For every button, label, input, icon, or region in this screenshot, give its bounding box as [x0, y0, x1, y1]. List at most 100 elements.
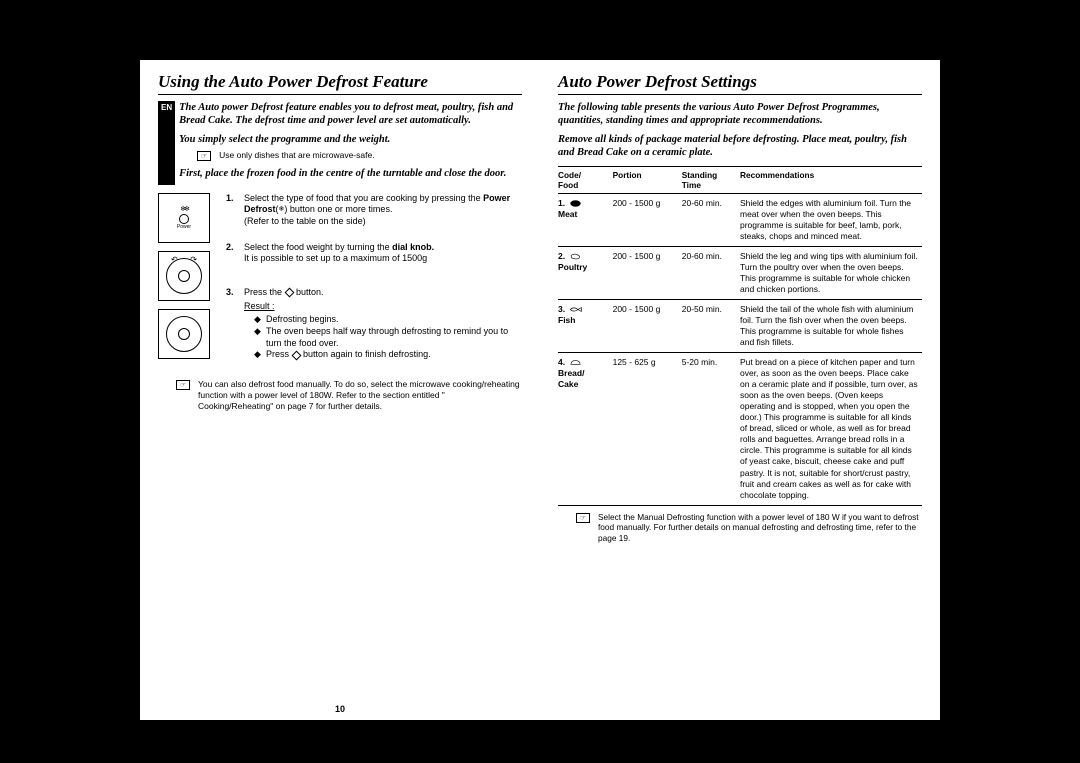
language-badge: EN [158, 101, 175, 185]
th-standing-1: Standing [682, 170, 718, 180]
table-row: 3. Fish 200 - 1500 g 20-50 min. Shield t… [558, 299, 922, 352]
bullet-3-text: Press button again to finish defrosting. [266, 349, 522, 361]
cell-code: 4. Bread/ Cake [558, 353, 613, 506]
cell-code: 1. Meat [558, 193, 613, 246]
step-2-bold: dial knob. [392, 242, 434, 252]
bullet-icon: ◆ [254, 349, 266, 361]
cell-rec: Shield the leg and wing tips with alumin… [740, 246, 922, 299]
dial-illustration: ↶ ↷ [158, 251, 210, 301]
intro-block: EN The Auto power Defrost feature enable… [158, 101, 522, 185]
row-food: Meat [558, 209, 609, 220]
power-button-illustration: ❄❄ Power [158, 193, 210, 243]
start-diamond-icon [284, 288, 294, 298]
cell-portion: 125 - 625 g [613, 353, 682, 506]
cell-code: 3. Fish [558, 299, 613, 352]
defrost-icon: ❄ [279, 205, 285, 214]
th-code-2: Food [558, 180, 578, 190]
fish-icon [569, 305, 582, 314]
place-line: First, place the frozen food in the cent… [179, 167, 522, 180]
th-rec: Recommendations [740, 166, 922, 193]
th-portion: Portion [613, 166, 682, 193]
left-intro: The Auto power Defrost feature enables y… [179, 101, 522, 127]
step-3-body: Press the button. Result : ◆Defrosting b… [244, 287, 522, 361]
right-column: Auto Power Defrost Settings The followin… [540, 60, 940, 720]
step-1: 1. Select the type of food that you are … [226, 193, 522, 228]
right-title: Auto Power Defrost Settings [558, 72, 922, 92]
table-row: 2. Poultry 200 - 1500 g 20-60 min. Shiel… [558, 246, 922, 299]
caution-icon: ☞ [197, 151, 211, 161]
cell-portion: 200 - 1500 g [613, 246, 682, 299]
row-num: 4. [558, 357, 565, 367]
control-illustrations: ❄❄ Power ↶ ↷ [158, 193, 218, 372]
manual-page: Using the Auto Power Defrost Feature EN … [140, 60, 940, 720]
page-number: 10 [140, 704, 540, 714]
th-standing-2: Time [682, 180, 701, 190]
step-3-text-b: button. [294, 287, 324, 297]
table-row: 4. Bread/ Cake 125 - 625 g 5-20 min. Put… [558, 353, 922, 506]
meat-icon [569, 199, 582, 208]
safe-dishes-text: Use only dishes that are microwave-safe. [219, 150, 374, 161]
th-code-1: Code/ [558, 170, 581, 180]
left-title: Using the Auto Power Defrost Feature [158, 72, 522, 92]
defrost-settings-table: Code/Food Portion StandingTime Recommend… [558, 166, 922, 506]
manual-defrost-note: ☞ You can also defrost food manually. To… [158, 379, 522, 412]
step-number: 3. [226, 287, 244, 361]
bullet-3: ◆Press button again to finish defrosting… [254, 349, 522, 361]
bullet-icon: ◆ [254, 326, 266, 349]
step-list: 1. Select the type of food that you are … [218, 193, 522, 372]
step-2-text-b: It is possible to set up to a maximum of… [244, 253, 427, 263]
bullet-3b: button again to finish defrosting. [301, 349, 431, 359]
cell-standing: 20-60 min. [682, 193, 740, 246]
row-food: Poultry [558, 262, 609, 273]
manual-note-text: You can also defrost food manually. To d… [198, 379, 522, 412]
row-num: 2. [558, 251, 565, 261]
start-diamond-icon [291, 350, 301, 360]
cell-rec: Shield the tail of the whole fish with a… [740, 299, 922, 352]
bullet-1-text: Defrosting begins. [266, 314, 522, 326]
safe-dishes-note: ☞ Use only dishes that are microwave-saf… [179, 150, 522, 161]
step-3: 3. Press the button. Result : ◆Defrostin… [226, 287, 522, 361]
start-dial-illustration [158, 309, 210, 359]
end-note-text: Select the Manual Defrosting function wi… [598, 512, 922, 544]
row-num: 3. [558, 304, 565, 314]
step-1-text-b: (❄) button one or more times. [276, 204, 393, 214]
right-title-rule: Auto Power Defrost Settings [558, 72, 922, 95]
select-line: You simply select the programme and the … [179, 133, 522, 146]
bullet-icon: ◆ [254, 314, 266, 326]
cell-rec: Put bread on a piece of kitchen paper an… [740, 353, 922, 506]
bullet-2: ◆The oven beeps half way through defrost… [254, 326, 522, 349]
cell-standing: 5-20 min. [682, 353, 740, 506]
result-label: Result : [244, 301, 275, 313]
row-food: Bread/ [558, 368, 609, 379]
bullet-1: ◆Defrosting begins. [254, 314, 522, 326]
left-column: Using the Auto Power Defrost Feature EN … [140, 60, 540, 720]
step-number: 2. [226, 242, 244, 265]
table-body: 1. Meat 200 - 1500 g 20-60 min. Shield t… [558, 193, 922, 505]
th-code: Code/Food [558, 166, 613, 193]
table-header-row: Code/Food Portion StandingTime Recommend… [558, 166, 922, 193]
caution-icon: ☞ [176, 380, 190, 390]
step-2-body: Select the food weight by turning the di… [244, 242, 522, 265]
cell-portion: 200 - 1500 g [613, 193, 682, 246]
cell-standing: 20-60 min. [682, 246, 740, 299]
step-number: 1. [226, 193, 244, 228]
remove-line: Remove all kinds of package material bef… [558, 133, 922, 159]
bullet-2-text: The oven beeps half way through defrosti… [266, 326, 522, 349]
row-food: Fish [558, 315, 609, 326]
step-1-text-c: (Refer to the table on the side) [244, 216, 366, 226]
cell-standing: 20-50 min. [682, 299, 740, 352]
row-num: 1. [558, 198, 565, 208]
bread-icon [569, 358, 582, 367]
manual-defrost-end-note: ☞ Select the Manual Defrosting function … [558, 512, 922, 544]
row-food-2: Cake [558, 379, 609, 390]
poultry-icon [569, 252, 582, 261]
result-bullets: ◆Defrosting begins. ◆The oven beeps half… [244, 314, 522, 361]
left-title-rule: Using the Auto Power Defrost Feature [158, 72, 522, 95]
right-intro: The following table presents the various… [558, 101, 922, 127]
step-1-body: Select the type of food that you are coo… [244, 193, 522, 228]
cell-code: 2. Poultry [558, 246, 613, 299]
step-2: 2. Select the food weight by turning the… [226, 242, 522, 265]
caution-icon: ☞ [576, 513, 590, 523]
cell-rec: Shield the edges with aluminium foil. Tu… [740, 193, 922, 246]
table-row: 1. Meat 200 - 1500 g 20-60 min. Shield t… [558, 193, 922, 246]
